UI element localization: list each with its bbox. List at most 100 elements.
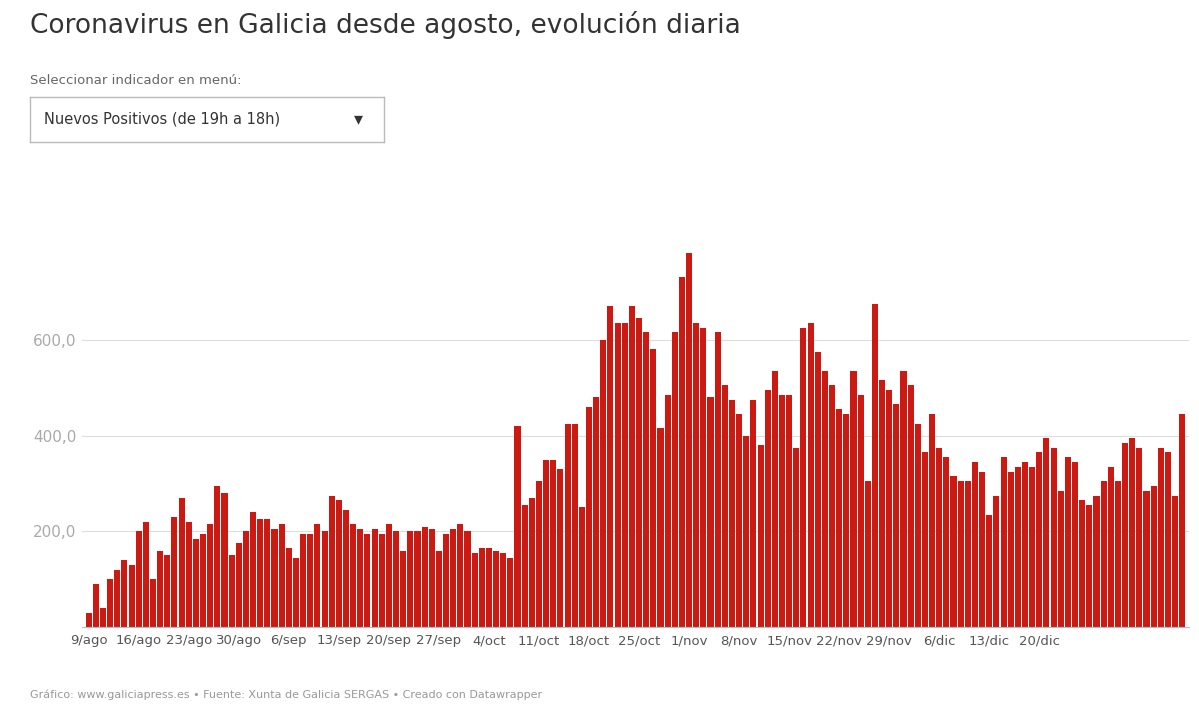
Bar	[364, 534, 370, 627]
Bar	[271, 529, 277, 627]
Bar	[1007, 471, 1014, 627]
Bar	[193, 539, 199, 627]
Bar	[1079, 501, 1085, 627]
Bar	[1129, 438, 1135, 627]
Bar	[222, 493, 228, 627]
Bar	[207, 524, 213, 627]
Bar	[379, 534, 385, 627]
Bar	[285, 548, 291, 627]
Bar	[1108, 467, 1114, 627]
Bar	[107, 579, 113, 627]
Bar	[251, 513, 257, 627]
Bar	[500, 553, 506, 627]
Bar	[686, 253, 692, 627]
Bar	[922, 452, 928, 627]
Bar	[929, 414, 935, 627]
Bar	[307, 534, 313, 627]
Text: Nuevos Positivos (de 19h a 18h): Nuevos Positivos (de 19h a 18h)	[44, 112, 281, 127]
Bar	[751, 400, 757, 627]
Bar	[393, 532, 399, 627]
Bar	[92, 584, 98, 627]
Bar	[1122, 442, 1128, 627]
Bar	[615, 323, 621, 627]
Text: ▾: ▾	[354, 111, 362, 128]
Text: Gráfico: www.galiciapress.es • Fuente: Xunta de Galicia SERGAS • Creado con Data: Gráfico: www.galiciapress.es • Fuente: X…	[30, 690, 542, 700]
Bar	[229, 555, 235, 627]
Bar	[522, 505, 528, 627]
Bar	[814, 352, 821, 627]
Bar	[179, 498, 185, 627]
Bar	[700, 328, 706, 627]
Bar	[729, 400, 735, 627]
Bar	[442, 534, 450, 627]
Bar	[343, 510, 349, 627]
Bar	[243, 532, 249, 627]
Bar	[558, 469, 564, 627]
Bar	[628, 306, 635, 627]
Text: Coronavirus en Galicia desde agosto, evolución diaria: Coronavirus en Galicia desde agosto, evo…	[30, 11, 741, 38]
Bar	[100, 608, 106, 627]
Bar	[886, 390, 892, 627]
Bar	[1086, 505, 1092, 627]
Bar	[336, 501, 342, 627]
Bar	[958, 481, 964, 627]
Bar	[836, 409, 842, 627]
Bar	[801, 328, 807, 627]
Bar	[415, 532, 421, 627]
Bar	[1093, 496, 1099, 627]
Bar	[707, 397, 713, 627]
Bar	[400, 551, 406, 627]
Bar	[1022, 462, 1028, 627]
Bar	[514, 426, 520, 627]
Bar	[507, 558, 513, 627]
Bar	[1050, 447, 1056, 627]
Bar	[372, 529, 378, 627]
Bar	[608, 306, 614, 627]
Bar	[1165, 452, 1171, 627]
Text: Seleccionar indicador en menú:: Seleccionar indicador en menú:	[30, 74, 241, 87]
Bar	[679, 277, 685, 627]
Bar	[257, 520, 264, 627]
Bar	[1058, 491, 1064, 627]
Bar	[972, 462, 978, 627]
Bar	[408, 532, 414, 627]
Bar	[843, 414, 849, 627]
Bar	[278, 524, 284, 627]
Bar	[350, 524, 356, 627]
Bar	[321, 532, 327, 627]
Bar	[114, 570, 120, 627]
Bar	[994, 496, 1000, 627]
Bar	[722, 385, 728, 627]
Bar	[1137, 447, 1143, 627]
Bar	[829, 385, 835, 627]
Bar	[643, 333, 649, 627]
Bar	[1151, 486, 1157, 627]
Bar	[951, 476, 957, 627]
Bar	[264, 520, 271, 627]
Bar	[850, 371, 856, 627]
Bar	[128, 565, 134, 627]
Bar	[357, 529, 363, 627]
Bar	[650, 349, 656, 627]
Bar	[1101, 481, 1107, 627]
Bar	[908, 385, 914, 627]
Bar	[121, 560, 127, 627]
Bar	[236, 544, 242, 627]
Bar	[1043, 438, 1049, 627]
Bar	[915, 423, 921, 627]
Bar	[1180, 414, 1186, 627]
Bar	[779, 395, 785, 627]
Bar	[965, 481, 971, 627]
Bar	[601, 340, 607, 627]
Bar	[1173, 496, 1179, 627]
Bar	[314, 524, 320, 627]
Bar	[478, 548, 484, 627]
Bar	[1000, 457, 1007, 627]
Bar	[1158, 447, 1164, 627]
Bar	[329, 496, 335, 627]
Bar	[1014, 467, 1020, 627]
Bar	[758, 445, 764, 627]
Bar	[787, 395, 793, 627]
Bar	[1036, 452, 1042, 627]
Bar	[936, 447, 942, 627]
